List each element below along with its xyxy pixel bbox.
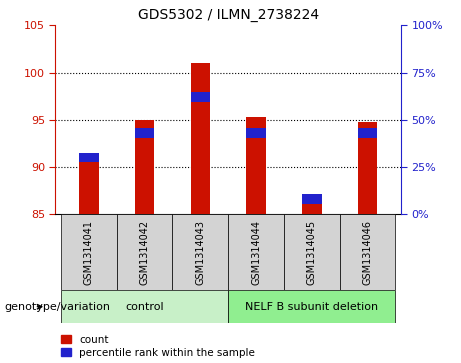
- Bar: [61, 214, 117, 290]
- Text: GSM1314045: GSM1314045: [307, 220, 317, 285]
- Bar: [302, 194, 322, 204]
- Legend: count, percentile rank within the sample: count, percentile rank within the sample: [60, 335, 255, 358]
- Bar: [61, 290, 228, 323]
- Bar: [284, 214, 340, 290]
- Bar: [358, 128, 378, 138]
- Bar: [228, 214, 284, 290]
- Bar: [135, 120, 154, 214]
- Bar: [135, 128, 154, 138]
- Text: GSM1314043: GSM1314043: [195, 220, 205, 285]
- Bar: [190, 63, 210, 214]
- Bar: [190, 93, 210, 102]
- Bar: [358, 122, 378, 214]
- Bar: [246, 128, 266, 138]
- Bar: [172, 214, 228, 290]
- Text: genotype/variation: genotype/variation: [5, 302, 111, 312]
- Bar: [340, 214, 396, 290]
- Bar: [228, 290, 396, 323]
- Bar: [79, 153, 99, 162]
- Text: control: control: [125, 302, 164, 312]
- Bar: [302, 195, 322, 214]
- Bar: [79, 153, 99, 214]
- Text: GSM1314041: GSM1314041: [84, 220, 94, 285]
- Text: GSM1314042: GSM1314042: [140, 220, 149, 285]
- Bar: [117, 214, 172, 290]
- Text: GSM1314044: GSM1314044: [251, 220, 261, 285]
- Text: NELF B subunit deletion: NELF B subunit deletion: [245, 302, 378, 312]
- Bar: [246, 117, 266, 214]
- Text: GSM1314046: GSM1314046: [363, 220, 372, 285]
- Title: GDS5302 / ILMN_2738224: GDS5302 / ILMN_2738224: [138, 8, 319, 22]
